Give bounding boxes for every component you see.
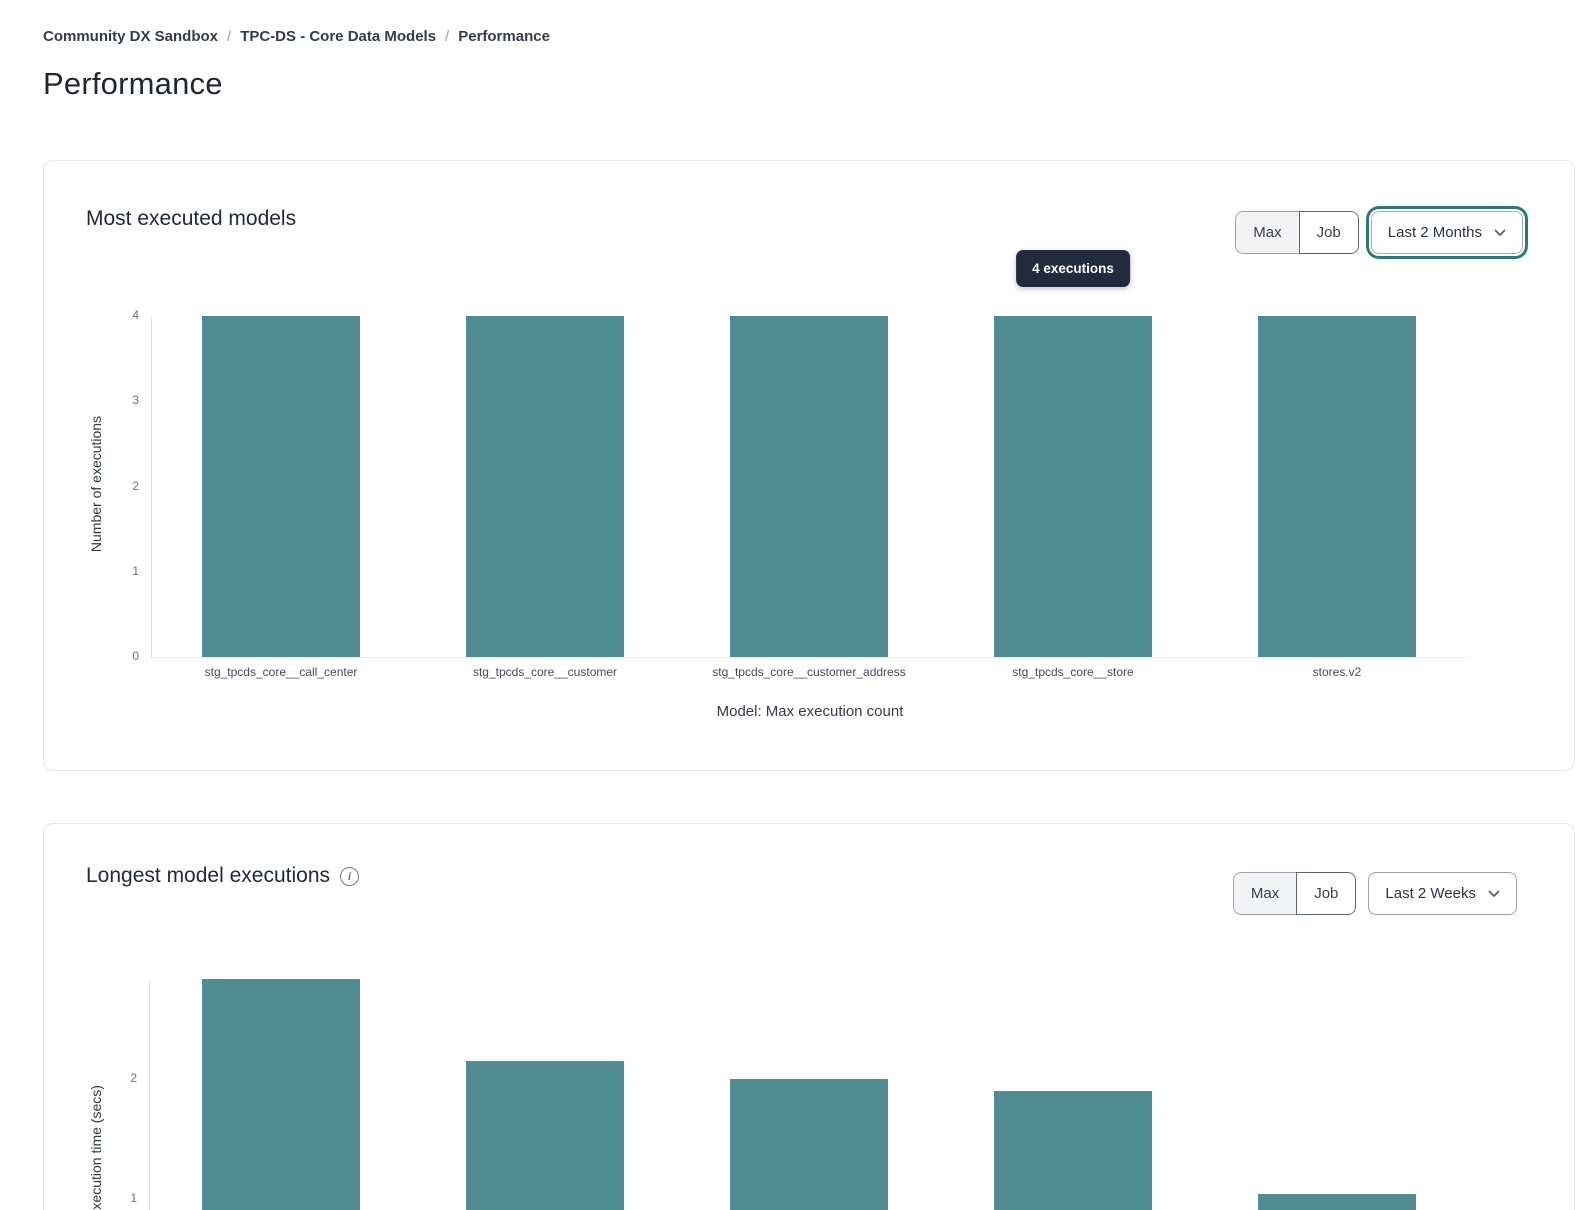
- breadcrumb-item-current: Performance: [458, 28, 550, 45]
- card-title-text: Most executed models: [86, 207, 297, 230]
- breadcrumb: Community DX Sandbox / TPC-DS - Core Dat…: [43, 28, 550, 45]
- x-axis-tick-label: stg_tpcds_core__customer: [472, 665, 618, 679]
- breadcrumb-separator: /: [445, 28, 450, 45]
- x-axis-tick-label: stg_tpcds_core__call_center: [204, 665, 358, 679]
- bar-stg_tpcds_core__customer_address[interactable]: [730, 316, 888, 657]
- most-executed-models-card: Most executed models Max Job Last 2 Mont…: [43, 160, 1575, 771]
- most-executed-models-chart: 0 1 2 3 4 stg_tpcds_core__call_center stg_tpcd…: [44, 161, 1574, 770]
- job-toggle-button[interactable]: Job: [1298, 211, 1359, 254]
- bar-stg_tpcds_core__call_center[interactable]: [202, 316, 360, 657]
- bar-series-1[interactable]: [202, 979, 360, 1210]
- y-axis-tick-label: 2: [130, 1071, 137, 1085]
- bar-series-4[interactable]: [994, 1091, 1152, 1210]
- card-title: Most executed models: [86, 207, 296, 231]
- y-axis-tick-label: 4: [132, 308, 139, 322]
- chart-controls: Max Job Last 2 Weeks: [1232, 872, 1517, 915]
- chart-tooltip: 4 executions: [1016, 250, 1130, 287]
- chevron-down-icon: [1488, 885, 1500, 902]
- period-dropdown-value: Last 2 Weeks: [1385, 885, 1476, 902]
- y-axis-tick-label: 2: [132, 478, 139, 493]
- x-axis-title: Model: Max execution count: [716, 703, 904, 720]
- x-axis-line: [151, 657, 1469, 658]
- bar-stg_tpcds_core__store[interactable]: [994, 316, 1152, 657]
- max-job-toggle: Max Job: [1235, 211, 1359, 254]
- max-job-toggle: Max Job: [1232, 872, 1357, 915]
- info-icon[interactable]: i: [340, 866, 359, 886]
- breadcrumb-item-project[interactable]: Community DX Sandbox: [43, 28, 219, 45]
- card-title-text: Longest model executions: [86, 864, 330, 887]
- y-axis-tick-label: 1: [132, 563, 139, 578]
- longest-model-executions-card: Longest model executions i Max Job Last …: [43, 823, 1575, 1210]
- y-axis-line: [149, 980, 150, 1210]
- bar-series-2[interactable]: [466, 1061, 624, 1210]
- period-dropdown[interactable]: Last 2 Weeks: [1368, 872, 1517, 915]
- breadcrumb-separator: /: [227, 28, 232, 45]
- chevron-down-icon: [1494, 224, 1506, 241]
- page-title: Performance: [43, 66, 223, 101]
- max-toggle-button[interactable]: Max: [1235, 211, 1299, 254]
- y-axis-title: Number of executions: [88, 415, 104, 553]
- period-dropdown-value: Last 2 Months: [1387, 224, 1482, 241]
- x-axis-tick-label: stores.v2: [1312, 665, 1362, 679]
- bar-stores.v2[interactable]: [1258, 316, 1416, 657]
- chart-controls: Max Job Last 2 Months: [1235, 211, 1523, 254]
- y-axis-line: [151, 316, 152, 657]
- x-axis-tick-label: stg_tpcds_core__store: [1012, 665, 1134, 679]
- job-toggle-button[interactable]: Job: [1296, 872, 1357, 915]
- y-axis-title: Execution time (secs): [88, 1085, 104, 1210]
- bar-stg_tpcds_core__customer[interactable]: [466, 316, 624, 657]
- longest-model-executions-chart: 1 2 Execution time (secs): [44, 824, 1574, 1210]
- breadcrumb-item-job[interactable]: TPC-DS - Core Data Models: [240, 28, 437, 45]
- card-title: Longest model executions i: [86, 864, 359, 888]
- y-axis-tick-label: 1: [130, 1191, 137, 1205]
- y-axis-tick-label: 3: [132, 393, 139, 408]
- period-dropdown[interactable]: Last 2 Months: [1370, 211, 1523, 254]
- max-toggle-button[interactable]: Max: [1232, 872, 1297, 915]
- y-axis-tick-label: 0: [132, 649, 139, 663]
- bar-series-5[interactable]: [1258, 1194, 1416, 1210]
- bar-series-3[interactable]: [730, 1079, 888, 1210]
- x-axis-tick-label: stg_tpcds_core__customer_address: [712, 665, 906, 679]
